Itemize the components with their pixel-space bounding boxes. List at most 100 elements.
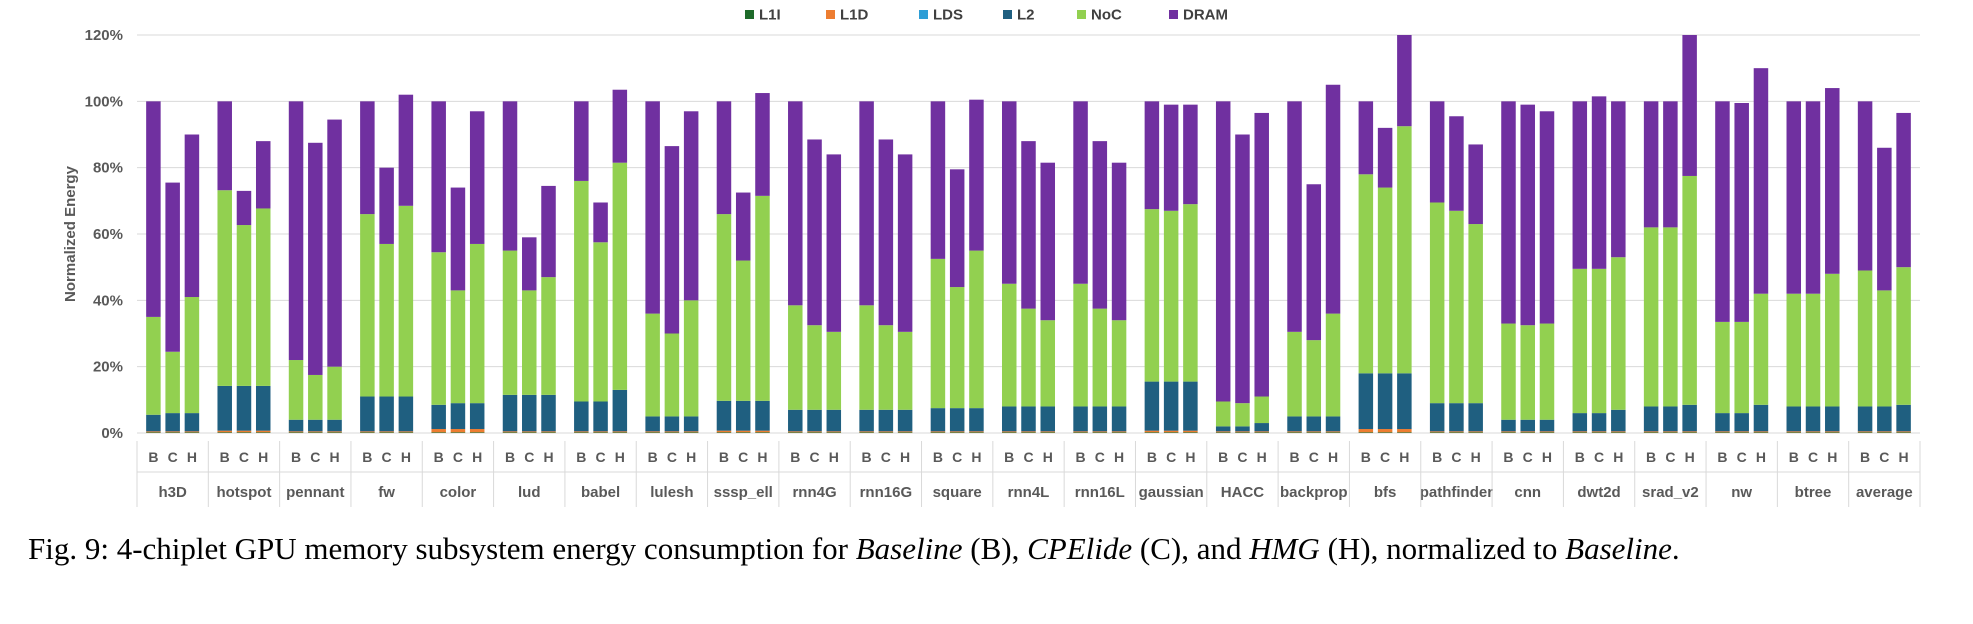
bar-segment-noc [217,190,232,386]
bar-segment-noc [1235,403,1250,427]
bar-segment-l1d [1734,431,1749,433]
bar-segment-l1i [664,432,680,433]
bar-segment-dram [1235,134,1250,404]
config-label: H [1827,449,1837,465]
bar-segment-noc [360,214,375,397]
bar-segment-dram [1144,101,1160,210]
bar-segment-l1i [807,432,822,433]
bar-segment-dram [1306,184,1322,341]
bar-segment-dram [1825,88,1840,274]
bar-segment-l2 [1896,404,1911,432]
config-label: C [1237,449,1247,465]
bar-segment-noc [184,297,200,414]
bar-segment-l2 [450,403,466,430]
bar-segment-noc [1501,323,1516,420]
bar-segment-l1i [1896,432,1911,433]
bar-segment-l2 [431,404,446,430]
bar-segment-dram [146,101,161,317]
bar-segment-dram [859,101,874,306]
config-label: C [1023,449,1033,465]
bar-segment-dram [1786,101,1802,294]
config-label: H [1471,449,1481,465]
bar-segment-l1d [1786,431,1802,433]
caption-c-abbr: (C), and [1132,531,1250,566]
benchmark-label: h3D [158,484,187,501]
bar-segment-l1i [1021,432,1036,433]
config-label: H [686,449,696,465]
config-label: C [952,449,962,465]
bar-segment-noc [969,250,984,409]
bar-segment-l1d [236,430,252,433]
config-label: H [329,449,339,465]
bar-segment-dram [217,101,232,191]
config-label: H [1399,449,1409,465]
config-label: H [1257,449,1267,465]
bar-segment-l1i [288,432,304,433]
bar-segment-dram [1805,101,1821,294]
bar-segment-l1i [1092,432,1108,433]
benchmark-label: square [933,484,982,501]
config-label: H [1185,449,1195,465]
bar-segment-l1i [308,432,323,433]
bar-segment-dram [1468,144,1483,225]
y-tick-label: 60% [93,226,123,243]
bar-segment-l1i [755,432,770,433]
bar-segment-l1d [288,431,304,433]
bar-segment-l2 [1611,409,1626,432]
bar-segment-dram [1040,162,1056,321]
bar-segment-l1d [1539,431,1555,433]
bar-segment-dram [1163,104,1179,211]
bar-segment-l1d [1397,429,1412,433]
bar-segment-dram [398,94,414,206]
bar-segment-dram [807,139,822,326]
bar-segment-noc [288,360,304,420]
config-label: C [453,449,463,465]
bar-segment-dram [1215,101,1231,402]
bar-segment-l2 [360,396,375,432]
bar-segment-noc [1144,209,1160,382]
bar-segment-noc [1896,267,1911,405]
config-label: C [168,449,178,465]
config-label: H [971,449,981,465]
benchmark-label: lud [518,484,541,501]
bar-segment-dram [379,167,394,244]
bar-segment-l1d [1183,430,1198,433]
bar-segment-l1d [807,431,822,433]
bar-segment-dram [165,182,180,352]
benchmark-label: rnn4L [1008,484,1050,501]
bar-segment-noc [683,300,699,417]
bar-segment-l2 [1254,423,1269,432]
bar-segment-dram [1611,101,1626,258]
bar-segment-noc [735,260,751,401]
config-label: C [1737,449,1747,465]
bar-segment-l1i [1572,432,1588,433]
bar-segment-dram [683,111,699,301]
legend-swatch-lds [919,10,928,19]
bar-segment-dram [308,142,323,375]
bar-segment-noc [236,225,252,386]
config-label: B [1646,449,1656,465]
legend-label-l1d: L1D [840,7,869,24]
benchmark-label: bfs [1374,484,1397,501]
legend-label-l1i: L1I [759,7,781,24]
config-label: B [1717,449,1727,465]
bar-segment-l1i [327,432,342,433]
bar-segment-dram [1325,84,1341,314]
bar-segment-l1i [897,432,913,433]
bar-segment-noc [1663,227,1678,407]
bar-segment-l1d [1287,431,1302,433]
bar-segment-l1d [1111,431,1127,433]
bar-segment-noc [502,250,518,395]
bar-segment-noc [1468,224,1483,404]
bar-segment-noc [897,331,913,410]
bar-segment-l1i [1358,432,1374,433]
bar-segment-dram [522,237,537,291]
bar-segment-dram [1111,162,1127,321]
bar-segment-l1i [1877,432,1892,433]
bar-segment-dram [469,111,485,244]
bar-segment-l1i [969,432,984,433]
config-label: C [1808,449,1818,465]
bar-segment-l1d [1896,431,1911,433]
bar-segment-l1d [755,430,770,433]
bar-segment-l1i [1591,432,1607,433]
